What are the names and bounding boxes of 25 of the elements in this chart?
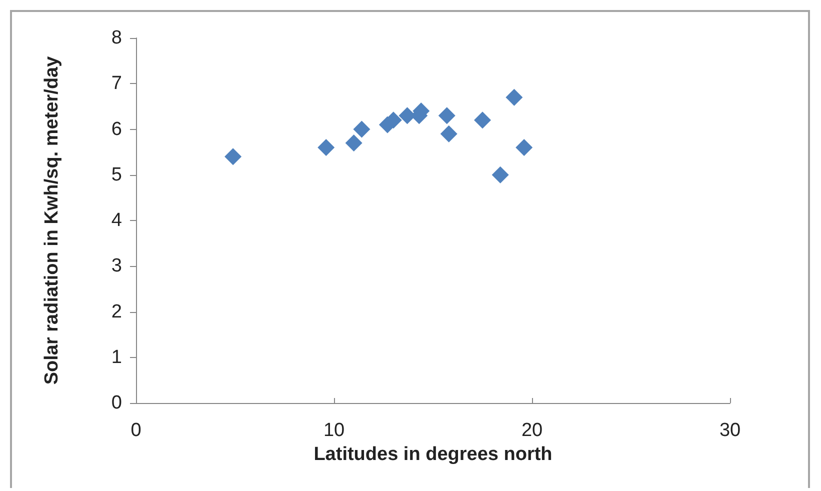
x-axis-title: Latitudes in degrees north — [314, 444, 552, 465]
x-tick-label: 10 — [323, 420, 345, 441]
point — [506, 88, 523, 106]
point — [516, 139, 533, 156]
x-tick-label: 20 — [521, 420, 543, 441]
point — [318, 139, 335, 156]
y-tick-label: 5 — [111, 164, 122, 186]
point — [440, 125, 458, 142]
y-tick-label: 1 — [111, 346, 122, 368]
point — [353, 120, 370, 138]
y-tick-label: 6 — [111, 118, 122, 140]
y-tick-label: 0 — [111, 392, 122, 414]
y-tick-label: 2 — [111, 301, 122, 322]
point — [438, 107, 456, 124]
point — [224, 148, 242, 166]
y-tick-label: 7 — [111, 73, 122, 94]
x-tick-label: 0 — [130, 420, 142, 441]
y-tick-label: 4 — [111, 210, 122, 231]
y-tick-label: 3 — [111, 256, 122, 277]
point — [474, 112, 491, 129]
point — [492, 166, 509, 184]
point — [345, 134, 362, 152]
y-tick-label: 8 — [111, 28, 122, 48]
x-tick-label: 30 — [719, 420, 741, 441]
y-axis-title: Solar radiation in Kwh/sq. meter/day — [42, 56, 62, 385]
